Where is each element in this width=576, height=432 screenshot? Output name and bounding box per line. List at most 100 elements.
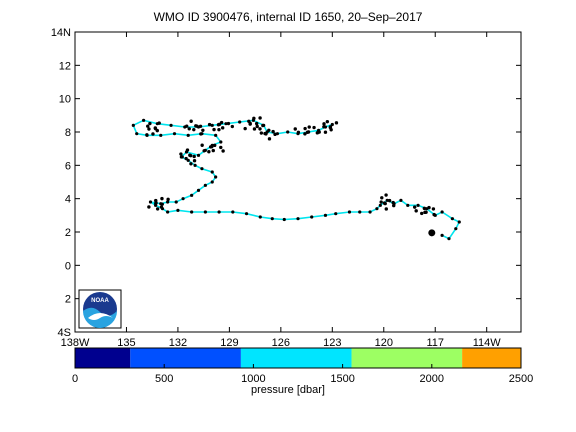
profile-point	[219, 140, 223, 144]
profile-point	[273, 132, 277, 137]
profile-point	[306, 130, 311, 134]
profile-point	[384, 207, 388, 211]
profile-point	[203, 210, 207, 214]
profile-point	[187, 127, 191, 131]
x-tick-label: 117	[426, 337, 444, 349]
profile-point	[440, 233, 444, 237]
profile-point	[185, 124, 189, 128]
profile-point	[135, 132, 139, 136]
profile-point	[247, 119, 251, 123]
y-tick-label: 2	[65, 227, 71, 239]
profile-point	[392, 203, 396, 208]
x-axis-ticks: 138W 135 132 129 126 123 120 117 114W	[61, 32, 502, 349]
profile-point	[255, 124, 259, 129]
profile-point	[166, 197, 170, 202]
x-tick-label: 123	[323, 337, 341, 349]
profile-point	[422, 206, 427, 211]
profile-point	[202, 149, 206, 153]
profile-point	[303, 126, 307, 131]
profile-point	[310, 215, 314, 219]
profile-point	[322, 122, 326, 126]
colorbar-band	[130, 348, 241, 368]
profile-point	[176, 208, 180, 212]
x-tick-label: 114W	[473, 337, 502, 349]
y-tick-label: 4S	[58, 327, 71, 339]
profile-point	[160, 202, 164, 206]
profile-point	[447, 237, 451, 241]
profile-point	[244, 212, 249, 216]
y-tick-label: 14N	[51, 27, 71, 39]
profile-point	[412, 205, 417, 209]
profile-point	[387, 198, 392, 203]
float-track	[132, 119, 461, 240]
profile-point	[210, 170, 214, 174]
profile-point	[252, 127, 257, 131]
profile-point	[208, 145, 213, 149]
colorbar-tick-label: 1000	[241, 373, 265, 385]
profile-point	[210, 180, 214, 184]
profile-point	[207, 150, 211, 154]
profile-point	[391, 200, 395, 205]
profile-point	[147, 127, 151, 131]
profile-point	[212, 143, 217, 148]
profile-point	[414, 209, 418, 213]
profile-point	[457, 220, 461, 224]
track-line	[132, 119, 461, 240]
profile-point	[267, 137, 272, 141]
profile-point	[155, 207, 160, 211]
profile-point	[399, 198, 403, 202]
profile-point	[142, 118, 146, 122]
profile-point	[328, 125, 333, 129]
colorbar-frame	[74, 347, 522, 369]
profile-point	[190, 210, 194, 214]
colorbar-ticks: 0 500 1000 1500 2000 2500	[72, 364, 533, 385]
profile-point	[424, 210, 428, 214]
profile-point	[211, 148, 215, 153]
profile-point	[196, 188, 201, 192]
profile-point	[248, 122, 252, 126]
y-axis-ticks: 14N 12 10 8 6 4 2 0 2 4S	[51, 27, 521, 339]
profile-point	[379, 200, 383, 204]
profile-point	[334, 121, 339, 125]
profile-point	[193, 163, 197, 167]
profile-point	[226, 121, 231, 126]
profile-point	[179, 152, 183, 156]
profile-point	[210, 123, 214, 127]
profile-point	[254, 121, 259, 126]
profile-point	[219, 120, 224, 125]
y-tick-label: 2	[65, 294, 71, 306]
profile-point	[181, 197, 185, 201]
profile-point	[368, 210, 372, 214]
profile-point	[219, 145, 223, 150]
profile-point	[420, 211, 424, 216]
profile-point	[378, 203, 382, 207]
profile-point	[264, 132, 268, 136]
profile-point	[307, 125, 311, 129]
profile-point	[131, 123, 135, 127]
x-tick-label: 132	[169, 337, 187, 349]
profile-point	[199, 132, 203, 136]
profile-point	[325, 119, 330, 124]
profile-point	[270, 217, 274, 221]
profile-point	[157, 121, 161, 125]
profile-point	[271, 129, 275, 134]
profile-point	[230, 124, 235, 129]
y-tick-label: 12	[59, 60, 71, 72]
profile-point	[160, 196, 164, 201]
profile-point	[440, 210, 444, 214]
y-tick-label: 6	[65, 160, 71, 172]
colorbar-band	[462, 348, 521, 368]
colorbar-band	[75, 348, 131, 368]
profile-point	[185, 148, 190, 152]
profile-point	[201, 128, 205, 133]
profile-point	[252, 116, 256, 121]
map-axes-frame	[74, 31, 522, 333]
profile-point	[358, 210, 362, 214]
profile-point	[148, 121, 152, 126]
profile-point	[231, 210, 235, 214]
profile-point	[217, 210, 221, 214]
profile-point	[380, 196, 384, 200]
profile-point	[220, 126, 225, 130]
y-tick-label: 10	[59, 94, 71, 106]
